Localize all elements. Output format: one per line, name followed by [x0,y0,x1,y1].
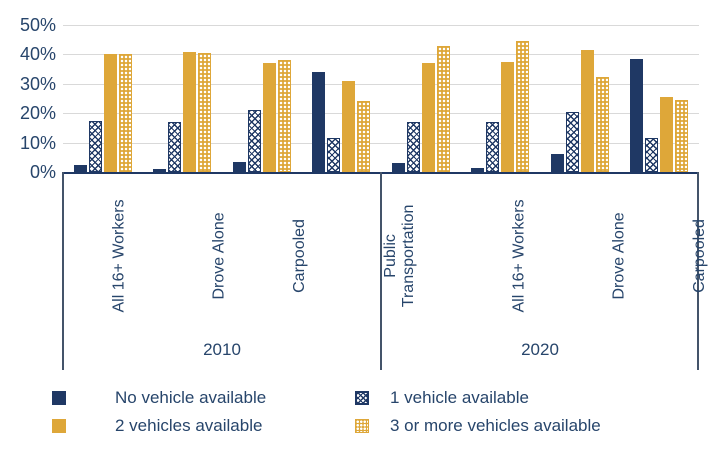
bar [327,138,341,172]
bar [103,54,117,172]
gridline-50% [63,25,699,26]
x-axis-year-label: 2010 [203,340,241,359]
gridline-30% [63,83,699,85]
bar [501,61,515,172]
y-axis-tick-label: 40% [19,44,56,65]
x-axis-category-label: Public Transportation [382,204,418,308]
legend-swatch-navy-solid [52,391,66,405]
bar-group [461,25,541,172]
bar [516,41,530,172]
bar [436,45,450,172]
bar [675,100,689,172]
plot-area [63,25,699,174]
y-axis-tick-label: 10% [19,132,56,153]
x-axis-category-label: Carpooled [691,219,709,293]
bar [660,97,674,172]
bar [645,138,659,172]
category-box-right-line [697,172,699,370]
bars-container [63,25,699,172]
category-label-cell: Drove Alone [576,176,663,336]
bar [486,122,500,172]
y-axis-tick-label: 30% [19,73,56,94]
bar-group [540,25,620,172]
bar [247,110,261,172]
bar [406,122,420,172]
y-axis-tick-label: 0% [29,162,56,182]
legend-swatch-gold-dots [355,419,369,433]
legend-label: No vehicle available [115,388,267,407]
x-axis-year-label: 2020 [521,340,559,359]
gridline-20% [63,113,699,115]
bar [471,167,485,172]
x-axis-year-labels: 2010 2020 [63,340,699,364]
category-box-left-line [62,172,64,370]
bar [198,52,212,172]
category-label-cell: Carpooled [663,176,712,336]
bar [88,120,102,172]
bar [421,63,435,172]
bar [312,72,326,172]
bar [168,122,182,172]
category-label-cell: All 16+ Workers [463,176,576,336]
bar [153,169,167,172]
x-axis-category-label: Drove Alone [210,212,228,300]
x-axis-category-label: All 16+ Workers [510,199,528,313]
category-label-cell: Drove Alone [176,176,263,336]
group-2010 [63,25,381,172]
x-axis-category-label: Drove Alone [610,212,628,300]
bar-group [381,25,461,172]
bar [183,51,197,172]
bar [391,163,405,172]
y-axis-tick-label: 50% [19,15,56,35]
bar [550,154,564,172]
legend-swatch-navy-crosshatch [355,391,369,405]
bar [342,80,356,172]
bar [580,50,594,172]
gridline-40% [63,54,699,56]
bar-group [143,25,223,172]
category-label-cell: Public Transportation [337,176,463,336]
bar [595,76,609,172]
category-labels-2010: All 16+ Workers Drove Alone Carpooled Publi… [63,176,463,336]
bar [118,54,132,172]
bar [357,101,371,172]
legend-label: 3 or more vehicles available [390,416,601,435]
bar-group [222,25,302,172]
bar-group [63,25,143,172]
bar [73,164,87,172]
bar [262,63,276,172]
bar-group [620,25,700,172]
category-label-cell: All 16+ Workers [63,176,176,336]
legend-label: 1 vehicle available [390,388,529,407]
bar [630,58,644,172]
x-axis-category-label: Carpooled [291,219,309,293]
bar-group [302,25,382,172]
x-axis-category-label: All 16+ Workers [110,199,128,313]
bar [277,60,291,172]
bar [232,161,246,172]
bar [565,111,579,172]
legend-swatch-gold-solid [52,419,66,433]
x-axis-category-labels: All 16+ Workers Drove Alone Carpooled Publi… [63,176,709,336]
gridline-10% [63,142,699,144]
group-2020 [381,25,699,172]
category-label-cell: Carpooled [263,176,337,336]
y-axis-tick-label: 20% [19,103,56,124]
category-box-middle-line [380,172,382,370]
legend-label: 2 vehicles available [115,416,263,435]
